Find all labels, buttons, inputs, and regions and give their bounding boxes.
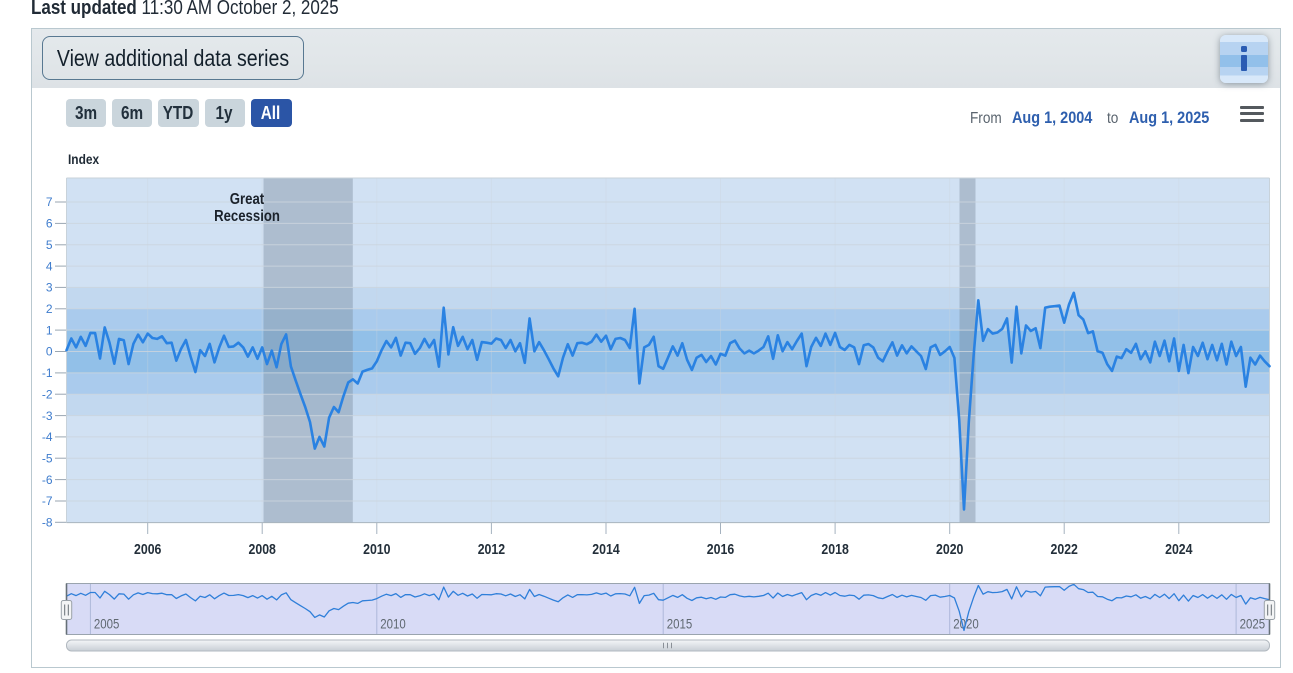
- svg-text:2024: 2024: [1165, 541, 1193, 557]
- svg-text:-4: -4: [42, 430, 53, 444]
- svg-text:4: 4: [46, 259, 53, 273]
- svg-text:Great: Great: [230, 191, 265, 208]
- svg-text:7: 7: [46, 195, 53, 209]
- svg-text:2014: 2014: [592, 541, 620, 557]
- svg-text:-2: -2: [42, 387, 53, 401]
- svg-text:2015: 2015: [667, 617, 693, 632]
- svg-text:2020: 2020: [936, 541, 963, 557]
- svg-text:-5: -5: [42, 451, 53, 465]
- svg-text:-6: -6: [42, 473, 53, 487]
- svg-text:2005: 2005: [94, 617, 120, 632]
- svg-text:5: 5: [46, 238, 53, 252]
- svg-text:-8: -8: [42, 516, 53, 530]
- svg-text:2022: 2022: [1051, 541, 1078, 557]
- svg-text:2016: 2016: [707, 541, 734, 557]
- svg-text:2018: 2018: [821, 541, 849, 557]
- svg-text:2006: 2006: [134, 541, 161, 557]
- svg-text:2025: 2025: [1240, 617, 1266, 632]
- svg-text:3: 3: [46, 281, 53, 295]
- svg-text:-1: -1: [42, 366, 53, 380]
- svg-text:2010: 2010: [363, 541, 390, 557]
- svg-text:2012: 2012: [478, 541, 505, 557]
- svg-text:2008: 2008: [249, 541, 277, 557]
- svg-text:0: 0: [46, 345, 53, 359]
- svg-text:2010: 2010: [380, 617, 406, 632]
- svg-text:-7: -7: [42, 494, 53, 508]
- svg-text:-3: -3: [42, 409, 53, 423]
- svg-text:1: 1: [46, 323, 53, 337]
- svg-text:Recession: Recession: [214, 208, 280, 225]
- svg-text:2: 2: [46, 302, 53, 316]
- svg-text:6: 6: [46, 217, 53, 231]
